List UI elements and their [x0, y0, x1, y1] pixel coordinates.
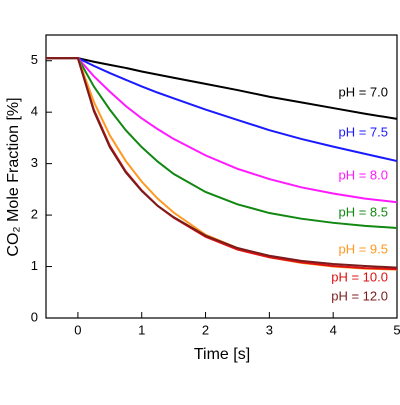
x-tick-label: 0 — [74, 322, 81, 337]
x-tick-label: 4 — [330, 322, 337, 337]
series-line — [46, 57, 398, 269]
x-tick-label: 1 — [138, 322, 145, 337]
y-axis-label: CO₂ Mole Fraction [%] — [5, 97, 22, 256]
x-tick-label: 2 — [202, 322, 209, 337]
plot-frame — [45, 34, 398, 319]
series-line — [46, 57, 398, 120]
series-line — [46, 57, 398, 229]
series-label: pH = 9.5 — [338, 241, 388, 256]
x-tick-label: 3 — [266, 322, 273, 337]
x-axis-label: Time [s] — [194, 346, 250, 363]
series-line — [46, 57, 398, 204]
y-tick-label: 5 — [31, 52, 38, 67]
x-tick-label: 5 — [393, 322, 400, 337]
series-label: pH = 12.0 — [331, 288, 388, 303]
series-label: pH = 7.0 — [338, 84, 388, 99]
series-line — [46, 57, 398, 163]
y-tick-label: 4 — [31, 104, 38, 119]
series-label: pH = 10.0 — [331, 269, 388, 284]
y-tick-label: 2 — [31, 207, 38, 222]
y-tick-label: 3 — [31, 155, 38, 170]
series-label: pH = 8.0 — [338, 167, 388, 182]
y-tick-label: 1 — [31, 258, 38, 273]
y-tick-label: 0 — [31, 309, 38, 324]
series-label: pH = 7.5 — [338, 124, 388, 139]
series-label: pH = 8.5 — [338, 204, 388, 219]
